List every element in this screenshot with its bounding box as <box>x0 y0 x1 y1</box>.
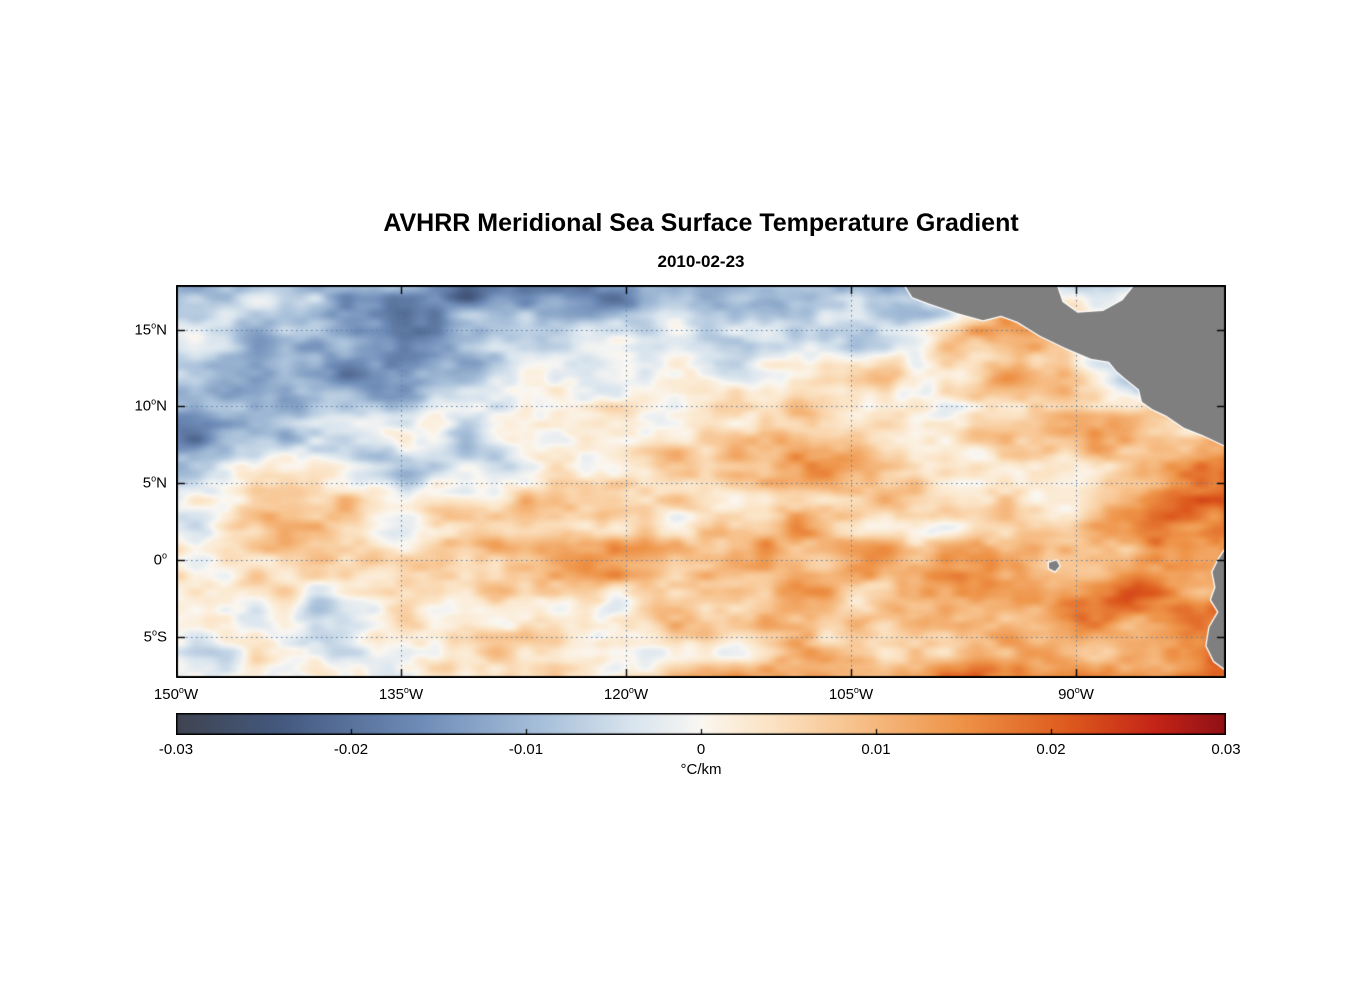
y-tick-label: 5oN <box>142 473 167 492</box>
colorbar-tick-label: -0.03 <box>158 741 194 758</box>
colorbar-tick-label: 0.02 <box>1036 741 1066 758</box>
x-tick-label: 150oW <box>153 685 199 704</box>
y-tick-label: 10oN <box>134 396 167 415</box>
x-tick-label: 90oW <box>1058 685 1094 704</box>
chart-title: AVHRR Meridional Sea Surface Temperature… <box>383 209 1019 237</box>
colorbar-tick-label: 0.01 <box>861 741 891 758</box>
y-tick-label: 15oN <box>134 320 167 339</box>
colorbar-tick-label: 0 <box>696 741 706 758</box>
y-tick-label: 0o <box>153 550 167 569</box>
colorbar-tick-label: -0.02 <box>333 741 369 758</box>
sst-gradient-map <box>176 285 1226 678</box>
x-tick-label: 135oW <box>378 685 424 704</box>
y-tick-label: 5oS <box>143 627 167 646</box>
colorbar <box>176 713 1226 735</box>
colorbar-unit-label: °C/km <box>680 761 722 778</box>
x-tick-label: 105oW <box>828 685 874 704</box>
chart-date: 2010-02-23 <box>657 252 745 271</box>
colorbar-tick-label: -0.01 <box>508 741 544 758</box>
colorbar-tick-label: 0.03 <box>1211 741 1241 758</box>
x-tick-label: 120oW <box>603 685 649 704</box>
